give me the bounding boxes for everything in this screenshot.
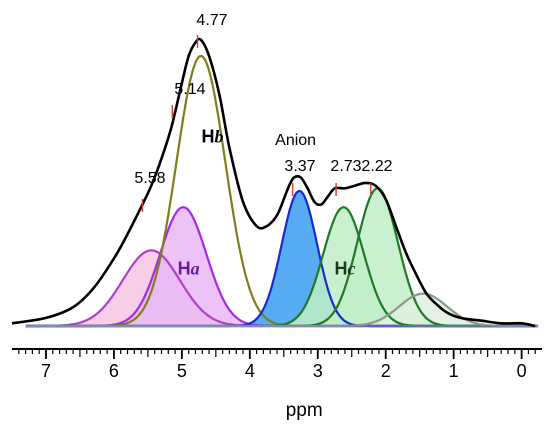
annotation-ha: Ha: [178, 259, 200, 279]
x-tick-label-7: 7: [41, 361, 51, 381]
x-tick-label-1: 1: [449, 361, 459, 381]
x-axis: 7 6 5 4 3 2 1 0 ppm: [12, 348, 542, 421]
x-tick-label-3: 3: [313, 361, 323, 381]
x-tick-label-2: 2: [381, 361, 391, 381]
peak-label-2: 5.14: [174, 81, 205, 98]
peak-label-3: 4.77: [196, 12, 227, 29]
x-tick-label-4: 4: [245, 361, 255, 381]
component-fills: [65, 188, 495, 326]
x-axis-title: ppm: [286, 400, 323, 421]
x-tick-label-0: 0: [517, 361, 527, 381]
annotation-anion: Anion: [275, 132, 316, 149]
annotation-hc: Hc: [334, 259, 355, 279]
peak-labels: 5.58 5.14 4.77 3.37 2.73 2.22: [134, 12, 393, 212]
component-fill-6: [316, 188, 439, 326]
peak-label-6: 2.22: [361, 158, 392, 175]
spectrum-line: [11, 37, 536, 328]
x-tick-label-6: 6: [109, 361, 119, 381]
x-tick-label-5: 5: [177, 361, 187, 381]
x-ticks: 7 6 5 4 3 2 1 0: [18, 349, 536, 381]
annotation-hb: Hb: [201, 126, 223, 146]
peak-label-5: 2.73: [330, 158, 361, 175]
peak-label-1: 5.58: [134, 170, 165, 187]
peak-label-4: 3.37: [284, 158, 315, 175]
annotations: Anion Hb Ha Hc: [178, 126, 356, 278]
